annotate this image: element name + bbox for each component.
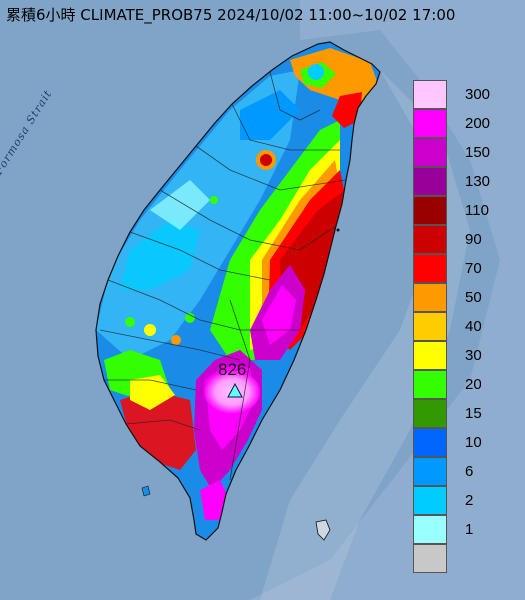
legend-label: 200 (465, 115, 491, 132)
legend-label: 130 (465, 173, 491, 190)
legend-label: 50 (465, 289, 482, 306)
legend-swatch (413, 109, 447, 138)
legend-label: 90 (465, 231, 482, 248)
green-island (315, 519, 331, 541)
legend-label: 1 (465, 521, 474, 538)
legend-label: 10 (465, 434, 482, 451)
legend-swatch (413, 138, 447, 167)
legend-swatch (413, 486, 447, 515)
legend-swatch (413, 457, 447, 486)
legend-swatch (413, 254, 447, 283)
island-outline (95, 41, 381, 541)
legend-label: 30 (465, 347, 482, 364)
legend-label: 6 (465, 463, 474, 480)
legend-label: 110 (465, 202, 489, 219)
liuqiu-island (141, 485, 151, 497)
legend-label: 40 (465, 318, 482, 335)
legend-label: 150 (465, 144, 491, 161)
legend-swatch (413, 341, 447, 370)
legend-swatch (413, 515, 447, 544)
legend-label: 70 (465, 260, 482, 277)
max-rainfall-value: 826 (218, 360, 247, 379)
legend-swatch (413, 225, 447, 254)
legend-swatch (413, 312, 447, 341)
legend-label: 300 (465, 86, 491, 103)
legend-label: 2 (465, 492, 474, 509)
legend-swatch (413, 196, 447, 225)
map-title: 累積6小時 CLIMATE_PROB75 2024/10/02 11:00~10… (6, 6, 456, 24)
legend-swatch (413, 283, 447, 312)
county-boundaries (99, 71, 347, 481)
legend-swatch (413, 428, 447, 457)
legend-swatch (413, 544, 447, 573)
legend-swatch (413, 399, 447, 428)
max-rainfall-marker-icon (227, 382, 243, 398)
legend-swatch (413, 80, 447, 109)
legend-label: 15 (465, 405, 482, 422)
legend-label: 20 (465, 376, 482, 393)
legend-swatch (413, 167, 447, 196)
legend-swatch (413, 370, 447, 399)
